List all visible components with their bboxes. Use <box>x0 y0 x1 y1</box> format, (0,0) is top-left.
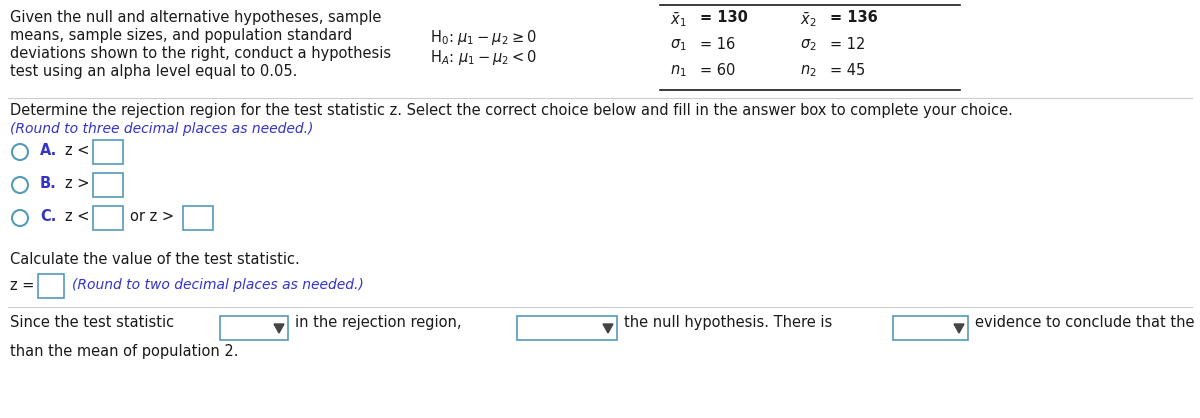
Polygon shape <box>954 324 964 333</box>
Text: $n_2$: $n_2$ <box>800 63 817 79</box>
Text: $\sigma_2$: $\sigma_2$ <box>800 37 817 53</box>
Text: in the rejection region,: in the rejection region, <box>295 315 462 330</box>
Text: or z >: or z > <box>130 209 174 224</box>
Text: z <: z < <box>65 209 90 224</box>
Text: (Round to three decimal places as needed.): (Round to three decimal places as needed… <box>10 122 313 136</box>
Text: $\bar{x}_1$: $\bar{x}_1$ <box>670 10 686 29</box>
Polygon shape <box>604 324 613 333</box>
Text: B.: B. <box>40 176 56 191</box>
Text: $\bar{x}_2$: $\bar{x}_2$ <box>800 10 816 29</box>
Text: H$_0$: $\mu_1 - \mu_2 \geq 0$: H$_0$: $\mu_1 - \mu_2 \geq 0$ <box>430 28 536 47</box>
Text: means, sample sizes, and population standard: means, sample sizes, and population stan… <box>10 28 353 43</box>
Text: = 45: = 45 <box>830 63 865 78</box>
FancyBboxPatch shape <box>94 173 124 197</box>
Text: the null hypothesis. There is: the null hypothesis. There is <box>624 315 833 330</box>
Text: than the mean of population 2.: than the mean of population 2. <box>10 344 239 359</box>
Text: Given the null and alternative hypotheses, sample: Given the null and alternative hypothese… <box>10 10 382 25</box>
Text: = 16: = 16 <box>700 37 736 52</box>
Text: evidence to conclude that the mean of population 1 is less: evidence to conclude that the mean of po… <box>974 315 1200 330</box>
Text: $\sigma_1$: $\sigma_1$ <box>670 37 686 53</box>
Text: Determine the rejection region for the test statistic z. Select the correct choi: Determine the rejection region for the t… <box>10 103 1013 118</box>
Text: A.: A. <box>40 143 58 158</box>
Text: = 12: = 12 <box>830 37 865 52</box>
Polygon shape <box>274 324 284 333</box>
Text: = 136: = 136 <box>830 10 877 25</box>
Text: Since the test statistic: Since the test statistic <box>10 315 174 330</box>
Text: Calculate the value of the test statistic.: Calculate the value of the test statisti… <box>10 252 300 267</box>
Text: C.: C. <box>40 209 56 224</box>
Text: (Round to two decimal places as needed.): (Round to two decimal places as needed.) <box>72 278 364 292</box>
FancyBboxPatch shape <box>94 206 124 230</box>
FancyBboxPatch shape <box>893 316 968 340</box>
Text: deviations shown to the right, conduct a hypothesis: deviations shown to the right, conduct a… <box>10 46 391 61</box>
FancyBboxPatch shape <box>94 140 124 164</box>
FancyBboxPatch shape <box>182 206 214 230</box>
Text: = 60: = 60 <box>700 63 736 78</box>
FancyBboxPatch shape <box>220 316 288 340</box>
Text: z <: z < <box>65 143 90 158</box>
Text: $n_1$: $n_1$ <box>670 63 686 79</box>
Text: H$_A$: $\mu_1 - \mu_2 < 0$: H$_A$: $\mu_1 - \mu_2 < 0$ <box>430 48 538 67</box>
Text: z >: z > <box>65 176 90 191</box>
FancyBboxPatch shape <box>38 274 64 298</box>
Text: z =: z = <box>10 278 35 293</box>
Text: test using an alpha level equal to 0.05.: test using an alpha level equal to 0.05. <box>10 64 298 79</box>
Text: = 130: = 130 <box>700 10 748 25</box>
FancyBboxPatch shape <box>517 316 617 340</box>
